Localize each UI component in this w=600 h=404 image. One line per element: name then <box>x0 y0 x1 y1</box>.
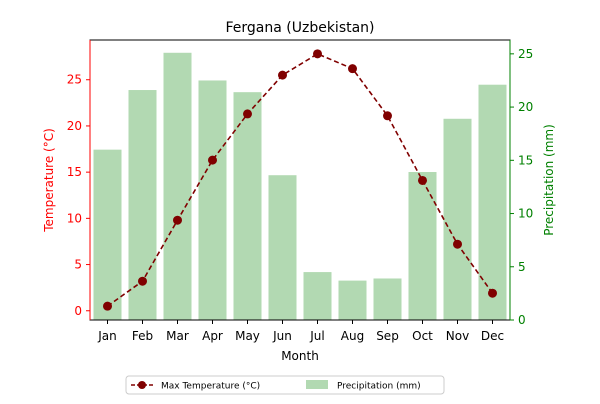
x-tick-label: Dec <box>481 329 504 343</box>
x-tick-label: Jul <box>309 329 324 343</box>
y-left-tick-label: 15 <box>67 165 82 179</box>
y-right-tick-label: 10 <box>518 207 533 221</box>
x-tick-label: Jan <box>97 329 117 343</box>
y-left-tick-label: 20 <box>67 119 82 133</box>
x-axis-label: Month <box>281 349 319 363</box>
precipitation-bar-jul <box>303 272 332 320</box>
temperature-line <box>103 49 497 311</box>
y-axis-left: 0 5 10 15 20 25 <box>67 40 91 320</box>
temperature-line-path <box>107 52 494 307</box>
x-tick-label: Mar <box>166 329 189 343</box>
y-left-tick-label: 25 <box>67 73 82 87</box>
x-tick-label: Nov <box>446 329 469 343</box>
y-right-tick-label: 25 <box>518 47 533 61</box>
precipitation-bars <box>93 52 507 321</box>
temperature-point-jan <box>103 301 112 311</box>
y-left-tick-label: 10 <box>67 211 82 225</box>
y-axis-right: 0 5 10 15 20 25 <box>509 40 533 327</box>
temperature-point-oct <box>418 175 427 185</box>
precipitation-bar-apr <box>198 80 227 321</box>
legend-precipitation-swatch <box>306 380 328 389</box>
x-tick-label: Apr <box>202 329 223 343</box>
temperature-point-jun <box>278 70 287 80</box>
x-tick-label: Aug <box>341 329 364 343</box>
precipitation-bar-nov <box>443 118 472 320</box>
temperature-point-jul <box>313 49 322 59</box>
chart-title: Fergana (Uzbekistan) <box>225 20 374 36</box>
x-tick-label: Feb <box>132 329 153 343</box>
precipitation-bar-mar <box>163 52 192 320</box>
temperature-point-may <box>243 109 252 119</box>
y-right-tick-label: 20 <box>518 100 533 114</box>
y-right-tick-label: 15 <box>518 153 533 167</box>
x-tick-label: Jun <box>272 329 292 343</box>
temperature-point-sep <box>383 111 392 121</box>
y-axis-left-label: Temperature (°C) <box>42 128 56 233</box>
precipitation-bar-aug <box>338 280 367 320</box>
x-tick-label: Sep <box>376 329 399 343</box>
precipitation-bar-oct <box>408 172 437 320</box>
y-left-tick-label: 5 <box>74 258 82 272</box>
precipitation-bar-jun <box>268 175 297 320</box>
temperature-point-apr <box>208 155 217 165</box>
temperature-point-feb <box>138 276 147 286</box>
temperature-point-nov <box>453 239 462 249</box>
temperature-point-mar <box>173 215 182 225</box>
legend-precipitation-label: Precipitation (mm) <box>337 382 421 392</box>
precipitation-bar-dec <box>478 84 507 321</box>
chart-legend: Max Temperature (°C) Precipitation (mm) <box>125 375 445 395</box>
temperature-point-dec <box>488 288 497 298</box>
x-axis: Jan Feb Mar Apr May Jun Jul Aug Sep Oct Nov Dec <box>97 320 504 343</box>
legend-temperature-marker <box>138 381 146 389</box>
x-tick-label: Oct <box>412 329 433 343</box>
y-right-tick-label: 5 <box>518 260 526 274</box>
precipitation-bar-sep <box>373 278 402 320</box>
precipitation-bar-jan <box>93 149 122 320</box>
x-tick-label: May <box>235 329 260 343</box>
legend-temperature-label: Max Temperature (°C) <box>161 382 260 392</box>
y-right-tick-label: 0 <box>518 313 526 327</box>
y-axis-right-label: Precipitation (mm) <box>542 124 556 236</box>
precipitation-bar-may <box>233 92 262 320</box>
y-left-tick-label: 0 <box>74 304 82 318</box>
legend-box <box>125 375 445 395</box>
temperature-point-aug <box>348 64 357 74</box>
